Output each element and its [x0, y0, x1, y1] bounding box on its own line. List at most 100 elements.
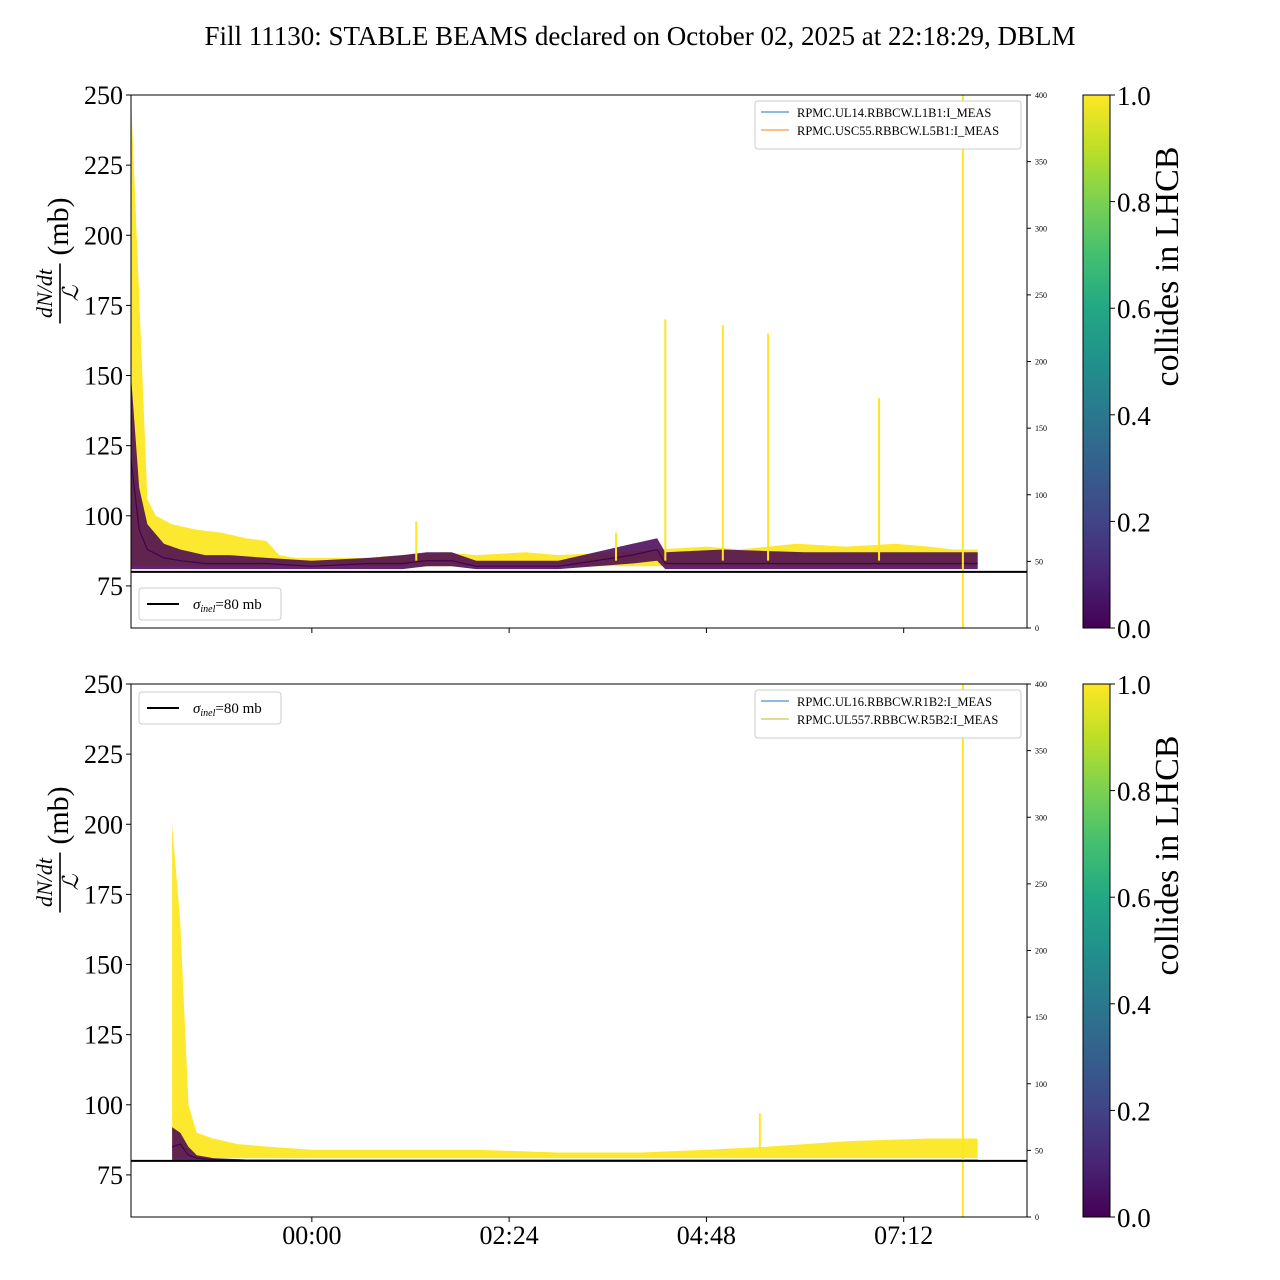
colorbar-tick-label: 0.2 [1117, 1096, 1151, 1126]
top-sigma-legend: σinel=80 mb [138, 587, 282, 621]
top-y-axis-label: dN/dt ℒ (mb) [32, 197, 83, 324]
bottom-series-legend-box [754, 689, 1022, 739]
bottom-ylabel-denominator: ℒ [58, 873, 83, 890]
secondary-y-tick-label: 300 [1035, 224, 1047, 233]
y-tick-label: 225 [84, 740, 123, 769]
y-tick-label: 200 [84, 810, 123, 839]
x-tick-label: 02:24 [480, 1221, 539, 1250]
top-secondary-y-ticks: 0 50 100 150 200 250 300 350 400 [1027, 91, 1047, 633]
colorbar-tick-label: 0.4 [1117, 990, 1151, 1020]
secondary-y-tick-label: 0 [1035, 1213, 1039, 1222]
top-sigma-value: =80 mb [215, 597, 261, 613]
top-x-ticks [311, 628, 905, 633]
top-legend-entry-2: RPMC.USC55.RBBCW.L5B1:I_MEAS [797, 124, 999, 138]
y-tick-label: 250 [84, 81, 123, 110]
y-tick-label: 150 [84, 951, 123, 980]
colorbar-tick-label: 0.6 [1117, 883, 1151, 913]
bottom-data-layer [131, 684, 1027, 1217]
colorbar-top-gradient [1082, 94, 1111, 629]
colorbar-bottom-label: collides in LHCB [1149, 736, 1186, 976]
colorbar-tick-label: 0.4 [1117, 401, 1151, 431]
panel-bottom: 75 100 125 150 175 200 225 250 0 50 100 150 200 250 3… [32, 670, 1047, 1250]
colorbar-bottom-gradient [1082, 683, 1111, 1218]
secondary-y-tick-label: 350 [1035, 747, 1047, 756]
top-series-legend: RPMC.UL14.RBBCW.L1B1:I_MEAS RPMC.USC55.R… [754, 100, 1022, 150]
top-sigma-legend-label: σinel=80 mb [193, 597, 262, 615]
y-tick-label: 75 [97, 572, 123, 601]
top-series-legend-box [754, 100, 1022, 150]
colorbar-bottom-ticks: 0.0 0.2 0.4 0.6 0.8 1.0 [1110, 670, 1151, 1233]
colorbar-tick-label: 0.0 [1117, 614, 1151, 644]
top-sigma-symbol: σ [193, 597, 201, 613]
colorbar-tick-label: 0.6 [1117, 294, 1151, 324]
bottom-ylabel-numerator: dN/dt [32, 857, 57, 907]
secondary-y-tick-label: 150 [1035, 424, 1047, 433]
secondary-y-tick-label: 200 [1035, 947, 1047, 956]
top-sigma-subscript: inel [200, 604, 215, 615]
secondary-y-tick-label: 50 [1035, 1146, 1043, 1155]
figure-title: Fill 11130: STABLE BEAMS declared on Oct… [204, 21, 1075, 51]
y-tick-label: 125 [84, 1021, 123, 1050]
bottom-sigma-legend-box [138, 691, 282, 725]
series-line-0 [171, 1103, 978, 1156]
secondary-y-tick-label: 150 [1035, 1013, 1047, 1022]
bottom-legend-entry-1: RPMC.UL16.RBBCW.R1B2:I_MEAS [797, 695, 992, 709]
y-tick-label: 175 [84, 880, 123, 909]
secondary-y-tick-label: 50 [1035, 557, 1043, 566]
y-tick-label: 100 [84, 1091, 123, 1120]
bottom-series-legend: RPMC.UL16.RBBCW.R1B2:I_MEAS RPMC.UL557.R… [754, 689, 1022, 739]
secondary-y-tick-label: 300 [1035, 813, 1047, 822]
y-tick-label: 175 [84, 291, 123, 320]
y-tick-label: 125 [84, 432, 123, 461]
x-tick-label: 04:48 [677, 1221, 736, 1250]
secondary-y-tick-label: 400 [1035, 680, 1047, 689]
y-tick-label: 200 [84, 221, 123, 250]
y-tick-label: 150 [84, 362, 123, 391]
series-band-0 [131, 95, 978, 567]
bottom-sigma-legend: σinel=80 mb [138, 691, 282, 725]
panel-top: 75 100 125 150 175 200 225 250 0 50 100 150 200 250 3… [32, 81, 1047, 633]
y-tick-label: 225 [84, 151, 123, 180]
colorbar-tick-label: 0.8 [1117, 777, 1151, 807]
secondary-y-tick-label: 100 [1035, 491, 1047, 500]
secondary-y-tick-label: 200 [1035, 358, 1047, 367]
colorbar-tick-label: 0.8 [1117, 188, 1151, 218]
series-band-0 [172, 824, 978, 1159]
colorbar-top: 0.0 0.2 0.4 0.6 0.8 1.0 collides in LHCB [1082, 81, 1186, 644]
x-tick-label: 07:12 [874, 1221, 933, 1250]
colorbar-top-label: collides in LHCB [1149, 147, 1186, 387]
secondary-y-tick-label: 100 [1035, 1080, 1047, 1089]
y-tick-label: 75 [97, 1161, 123, 1190]
secondary-y-tick-label: 250 [1035, 880, 1047, 889]
secondary-y-tick-label: 400 [1035, 91, 1047, 100]
y-tick-label: 100 [84, 502, 123, 531]
colorbar-tick-label: 0.0 [1117, 1203, 1151, 1233]
series-line-1 [131, 459, 978, 567]
bottom-ylabel-unit: (mb) [42, 786, 75, 844]
bottom-x-ticks: 00:00 02:24 04:48 07:12 [282, 1217, 933, 1250]
secondary-y-tick-label: 250 [1035, 291, 1047, 300]
bottom-sigma-value: =80 mb [215, 701, 261, 717]
bottom-axes-frame [130, 683, 1028, 1218]
colorbar-tick-label: 1.0 [1117, 670, 1151, 700]
bottom-secondary-y-ticks: 0 50 100 150 200 250 300 350 400 [1027, 680, 1047, 1222]
colorbar-tick-label: 0.2 [1117, 507, 1151, 537]
top-y-ticks: 75 100 125 150 175 200 225 250 [84, 81, 131, 601]
bottom-y-ticks: 75 100 125 150 175 200 225 250 [84, 670, 131, 1190]
secondary-y-tick-label: 350 [1035, 158, 1047, 167]
secondary-y-tick-label: 0 [1035, 624, 1039, 633]
x-tick-label: 00:00 [282, 1221, 341, 1250]
bottom-y-axis-label: dN/dt ℒ (mb) [32, 786, 83, 913]
top-ylabel-numerator: dN/dt [32, 268, 57, 318]
top-sigma-legend-box [138, 587, 282, 621]
bottom-sigma-legend-label: σinel=80 mb [193, 701, 262, 719]
colorbar-top-ticks: 0.0 0.2 0.4 0.6 0.8 1.0 [1110, 81, 1151, 644]
colorbar-bottom: 0.0 0.2 0.4 0.6 0.8 1.0 collides in LHCB [1082, 670, 1186, 1233]
colorbar-tick-label: 1.0 [1117, 81, 1151, 111]
y-tick-label: 250 [84, 670, 123, 699]
top-data-layer [131, 95, 1027, 628]
bottom-sigma-symbol: σ [193, 701, 201, 717]
top-legend-entry-1: RPMC.UL14.RBBCW.L1B1:I_MEAS [797, 106, 991, 120]
bottom-sigma-subscript: inel [200, 708, 215, 719]
